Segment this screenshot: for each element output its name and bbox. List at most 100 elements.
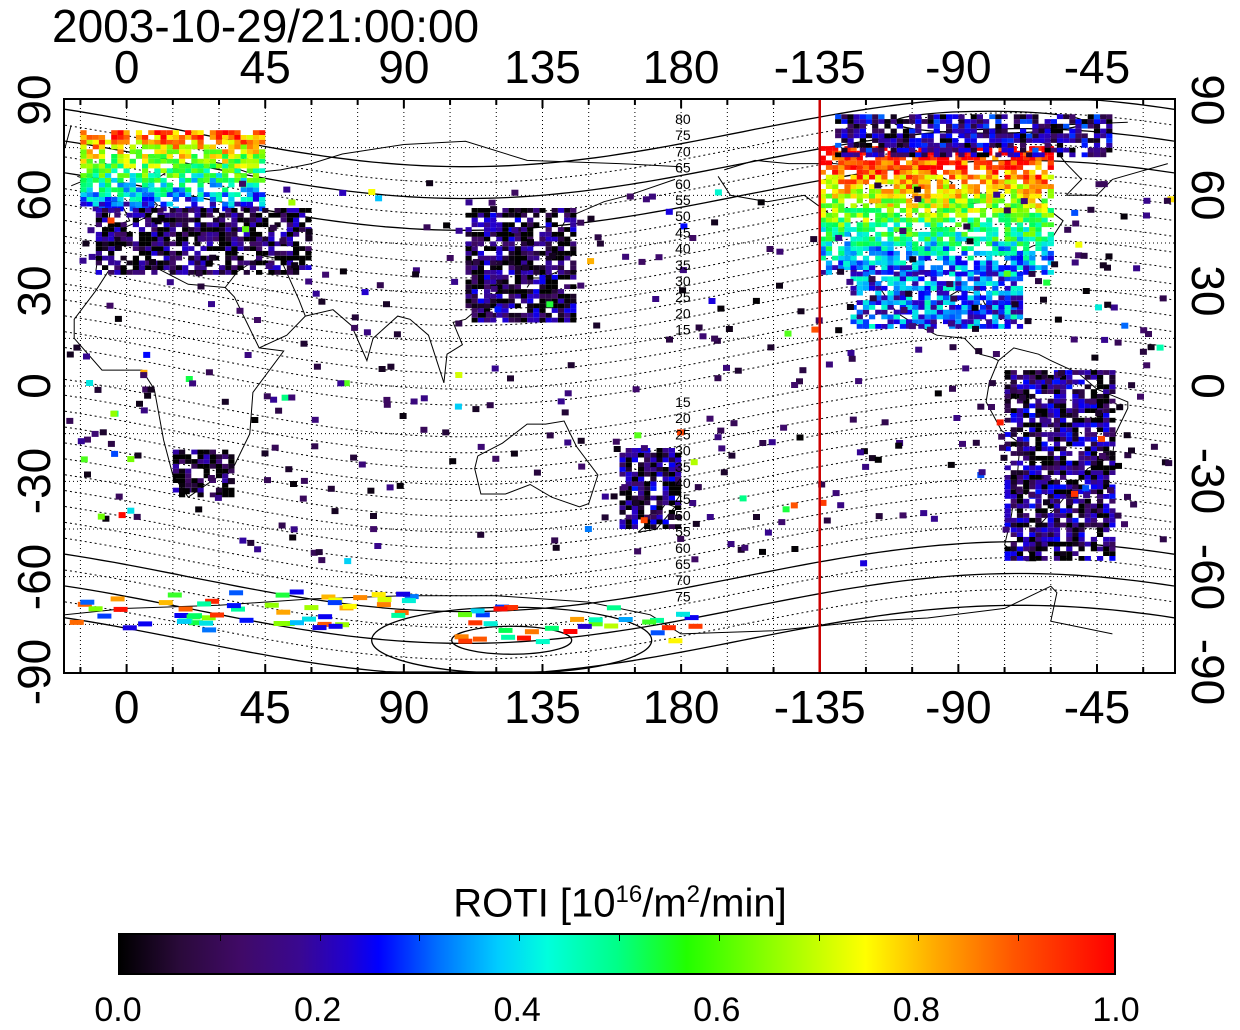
roti-cell	[1023, 246, 1030, 251]
roti-cell	[1023, 260, 1030, 266]
left-lat-tick-label: -90	[8, 638, 60, 706]
roti-cell	[1053, 508, 1061, 514]
roti-cell	[1023, 546, 1030, 552]
roti-cell	[662, 457, 669, 463]
roti-cell	[1041, 374, 1048, 380]
roti-cell	[477, 260, 484, 266]
roti-cell	[881, 241, 888, 247]
roti-cell	[280, 255, 287, 261]
roti-cell	[527, 255, 534, 261]
roti-cell	[160, 158, 167, 164]
roti-cell	[249, 217, 256, 223]
roti-cell	[862, 236, 870, 242]
roti-cell	[527, 312, 534, 318]
roti-cell	[619, 452, 626, 458]
roti-cell	[986, 281, 993, 286]
roti-cell	[299, 265, 306, 270]
roti-cell	[1072, 527, 1079, 533]
roti-cell	[206, 246, 213, 251]
roti-cell	[992, 198, 999, 204]
roti-cell	[961, 324, 968, 329]
roti-cell	[946, 152, 953, 158]
roti-cell	[1060, 494, 1067, 499]
roti-cell	[930, 300, 937, 305]
roti-cell	[197, 163, 204, 169]
roti-cell	[1106, 147, 1113, 153]
roti-cell	[490, 303, 497, 309]
roti-cell	[1023, 370, 1030, 375]
roti-cell	[1050, 147, 1057, 153]
roti-cell	[850, 241, 857, 247]
roti-cell	[1072, 465, 1079, 471]
roti-cell	[936, 227, 943, 232]
roti-cell	[619, 471, 626, 477]
roti-cell	[869, 165, 876, 170]
roti-cell	[1035, 379, 1042, 385]
roti-cell	[1066, 527, 1073, 533]
roti-cell	[967, 309, 974, 315]
roti-cell	[725, 326, 733, 332]
roti-cell	[1047, 150, 1054, 156]
roti-cell	[1010, 169, 1017, 175]
roti-cell	[1114, 339, 1122, 346]
roti-cell	[1016, 479, 1024, 485]
roti-cell	[129, 182, 136, 188]
roti-cell	[545, 312, 552, 318]
roti-cell	[868, 455, 876, 462]
roti-cell	[1041, 441, 1048, 447]
roti-cell	[825, 212, 833, 218]
roti-cell	[293, 217, 300, 223]
roti-cell	[84, 471, 91, 478]
roti-cell	[930, 319, 937, 325]
roti-cell	[936, 165, 943, 170]
roti-cell	[145, 255, 152, 261]
roti-cell	[188, 246, 195, 251]
roti-cell	[383, 396, 391, 403]
roti-cell	[1004, 309, 1011, 315]
roti-cell	[918, 324, 925, 329]
roti-cell	[321, 594, 336, 600]
roti-cell	[1066, 484, 1073, 490]
roti-cell	[188, 613, 202, 619]
roti-cell	[714, 189, 722, 196]
colorbar-tick-label: 0.8	[892, 991, 941, 1029]
roti-cell	[1010, 413, 1017, 418]
roti-cell	[862, 208, 870, 213]
roti-cell	[973, 250, 980, 256]
roti-cell	[930, 155, 937, 161]
roti-cell	[912, 208, 919, 213]
roti-cell	[1029, 189, 1036, 194]
roti-cell	[1103, 536, 1110, 542]
roti-cell	[160, 130, 167, 135]
roti-cell	[471, 289, 478, 294]
roti-cell	[662, 481, 669, 487]
roti-cell	[145, 208, 152, 213]
roti-cell	[197, 492, 204, 498]
roti-cell	[869, 169, 876, 175]
roti-cell	[570, 265, 577, 270]
roti-cell	[906, 222, 913, 228]
roti-cell	[1004, 513, 1011, 518]
roti-cell	[856, 184, 863, 189]
roti-cell	[1066, 379, 1073, 385]
roti-cell	[1072, 370, 1079, 375]
roti-cell	[185, 376, 193, 382]
roti-cell	[625, 524, 632, 529]
roti-cell	[862, 309, 870, 315]
roti-cell	[1035, 556, 1042, 561]
roti-cell	[1004, 179, 1011, 185]
roti-cell	[545, 212, 552, 218]
roti-cell	[514, 255, 521, 261]
roti-cell	[1044, 119, 1051, 124]
roti-cell	[102, 265, 109, 270]
roti-cell	[961, 193, 968, 199]
roti-cell	[465, 270, 472, 275]
roti-cell	[838, 246, 845, 251]
roti-cell	[228, 196, 235, 202]
roti-cell	[533, 250, 540, 256]
roti-cell	[172, 196, 179, 202]
roti-cell	[172, 135, 179, 140]
magnetic-latitude-label: 35	[675, 257, 691, 273]
roti-cell	[557, 298, 565, 304]
roti-cell	[838, 155, 845, 161]
